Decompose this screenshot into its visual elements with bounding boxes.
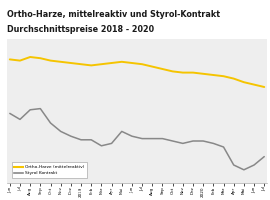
Legend: Ortho-Harze (mittelreaktiv), Styrol Kontrakt: Ortho-Harze (mittelreaktiv), Styrol Kont… bbox=[12, 162, 87, 178]
Text: Durchschnittspreise 2018 - 2020: Durchschnittspreise 2018 - 2020 bbox=[7, 24, 154, 33]
Text: Ortho-Harze, mittelreaktiv und Styrol-Kontrakt: Ortho-Harze, mittelreaktiv und Styrol-Ko… bbox=[7, 10, 220, 19]
Text: © 2020 Kunststoff Information, Bad Homburg - www.kiweb.de: © 2020 Kunststoff Information, Bad Hombu… bbox=[7, 190, 142, 194]
